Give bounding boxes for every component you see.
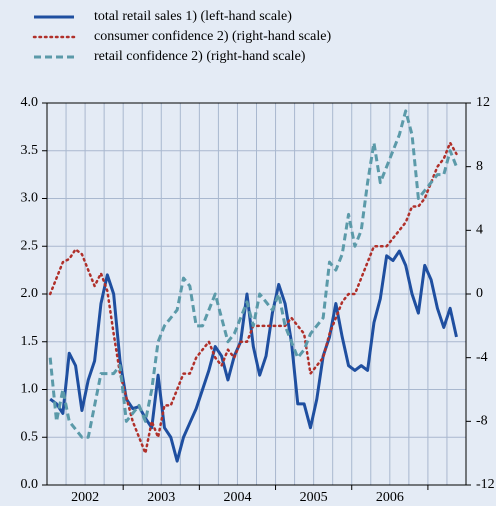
x-tick-label: 2002	[71, 490, 99, 505]
y2-tick-label: 8	[476, 159, 483, 174]
y-tick-label: 3.5	[21, 143, 39, 158]
plot-frame	[46, 102, 467, 486]
y-tick-label: 0.0	[21, 477, 39, 492]
y-tick-label: 1.0	[21, 382, 39, 397]
x-tick-label: 2006	[376, 490, 404, 505]
y-tick-label: 2.0	[21, 286, 39, 301]
legend-label: consumer confidence 2) (right-hand scale…	[94, 29, 331, 44]
x-tick-label: 2005	[300, 490, 328, 505]
y2-tick-label: 0	[476, 286, 483, 301]
y-tick-label: 3.0	[21, 191, 39, 206]
y2-tick-label: -12	[476, 477, 495, 492]
y2-tick-label: -4	[476, 350, 488, 365]
x-tick-label: 2004	[223, 490, 251, 505]
y2-tick-label: 12	[476, 95, 490, 110]
series-line	[48, 109, 458, 439]
y-tick-label: 2.5	[21, 238, 39, 253]
series-line	[49, 249, 458, 463]
y-tick-label: 0.5	[21, 429, 39, 444]
y2-tick-label: 4	[476, 223, 483, 238]
y-tick-label: 1.5	[21, 334, 39, 349]
legend-label: retail confidence 2) (right-hand scale)	[94, 49, 306, 64]
y2-tick-label: -8	[476, 414, 488, 429]
x-tick-label: 2003	[147, 490, 175, 505]
legend-label: total retail sales 1) (left-hand scale)	[94, 9, 292, 24]
y-tick-label: 4.0	[21, 95, 39, 110]
